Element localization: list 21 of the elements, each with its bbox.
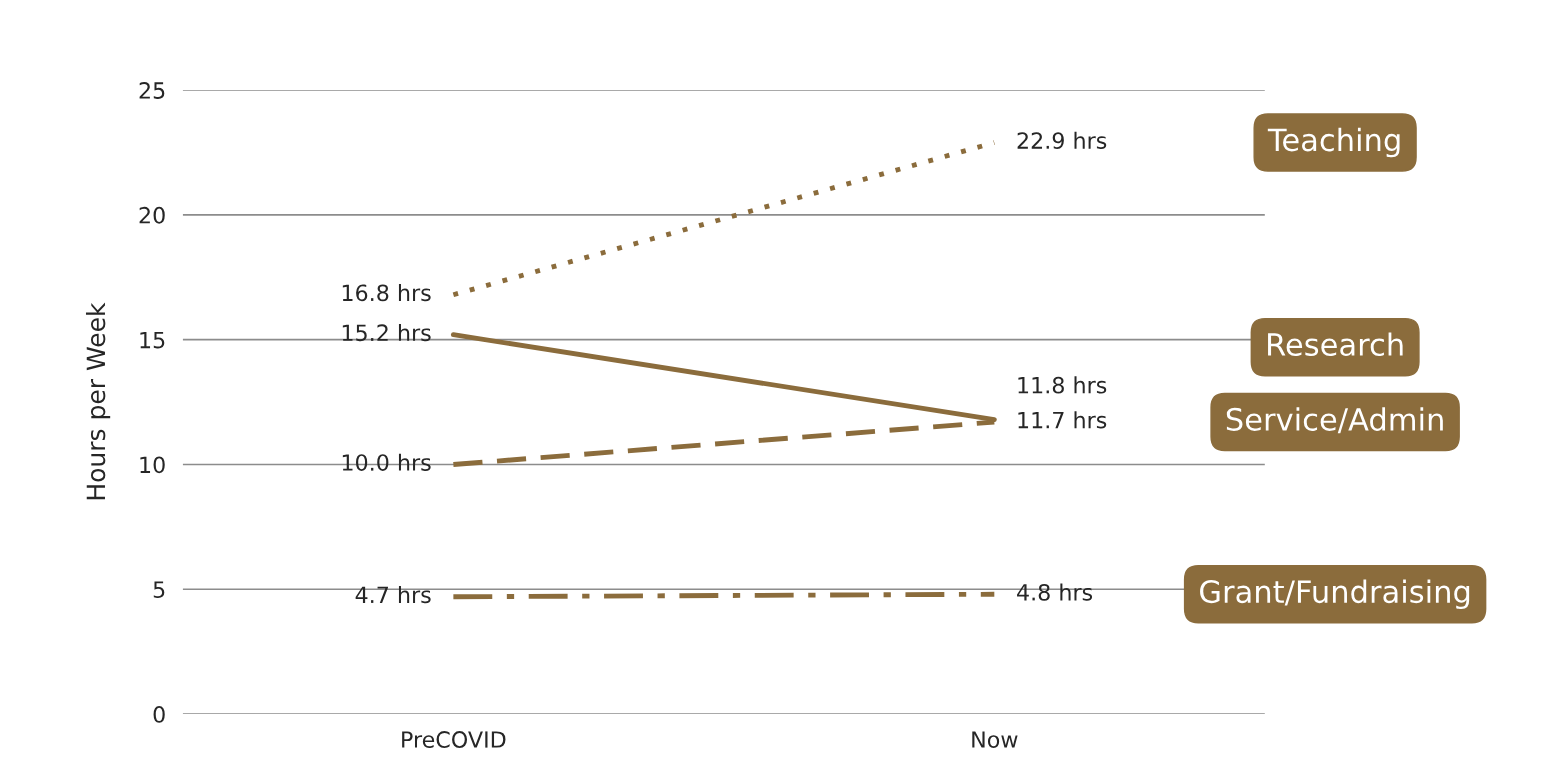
text: Teaching — [1267, 127, 1400, 158]
data-label: 4.7 hrs — [355, 586, 431, 604]
y-tick-label: 0 — [153, 706, 165, 723]
y-tick-label: 20 — [139, 206, 165, 224]
x-tick-label: Now — [972, 731, 1018, 748]
text: Grant/Fundraising — [1200, 579, 1470, 610]
data-label: 11.8 hrs — [1018, 376, 1107, 394]
data-label: 16.8 hrs — [342, 284, 431, 302]
text: Research — [1268, 332, 1403, 357]
data-label: 22.9 hrs — [1017, 131, 1107, 149]
y-axis-title: Hours per Week — [85, 302, 111, 500]
data-label: 11.7 hrs — [1018, 411, 1107, 429]
data-label: 4.8 hrs — [1017, 583, 1093, 601]
x-tick-label: PreCOVID — [402, 731, 506, 748]
y-tick-label: 25 — [139, 82, 165, 99]
y-tick-label: 10 — [140, 456, 165, 474]
y-tick-label: 5 — [153, 581, 165, 599]
y-tick-label: 15 — [140, 331, 165, 349]
text: Service/Admin — [1226, 407, 1443, 434]
data-label: 15.2 hrs — [342, 323, 431, 342]
data-label: 10.0 hrs — [342, 453, 431, 471]
